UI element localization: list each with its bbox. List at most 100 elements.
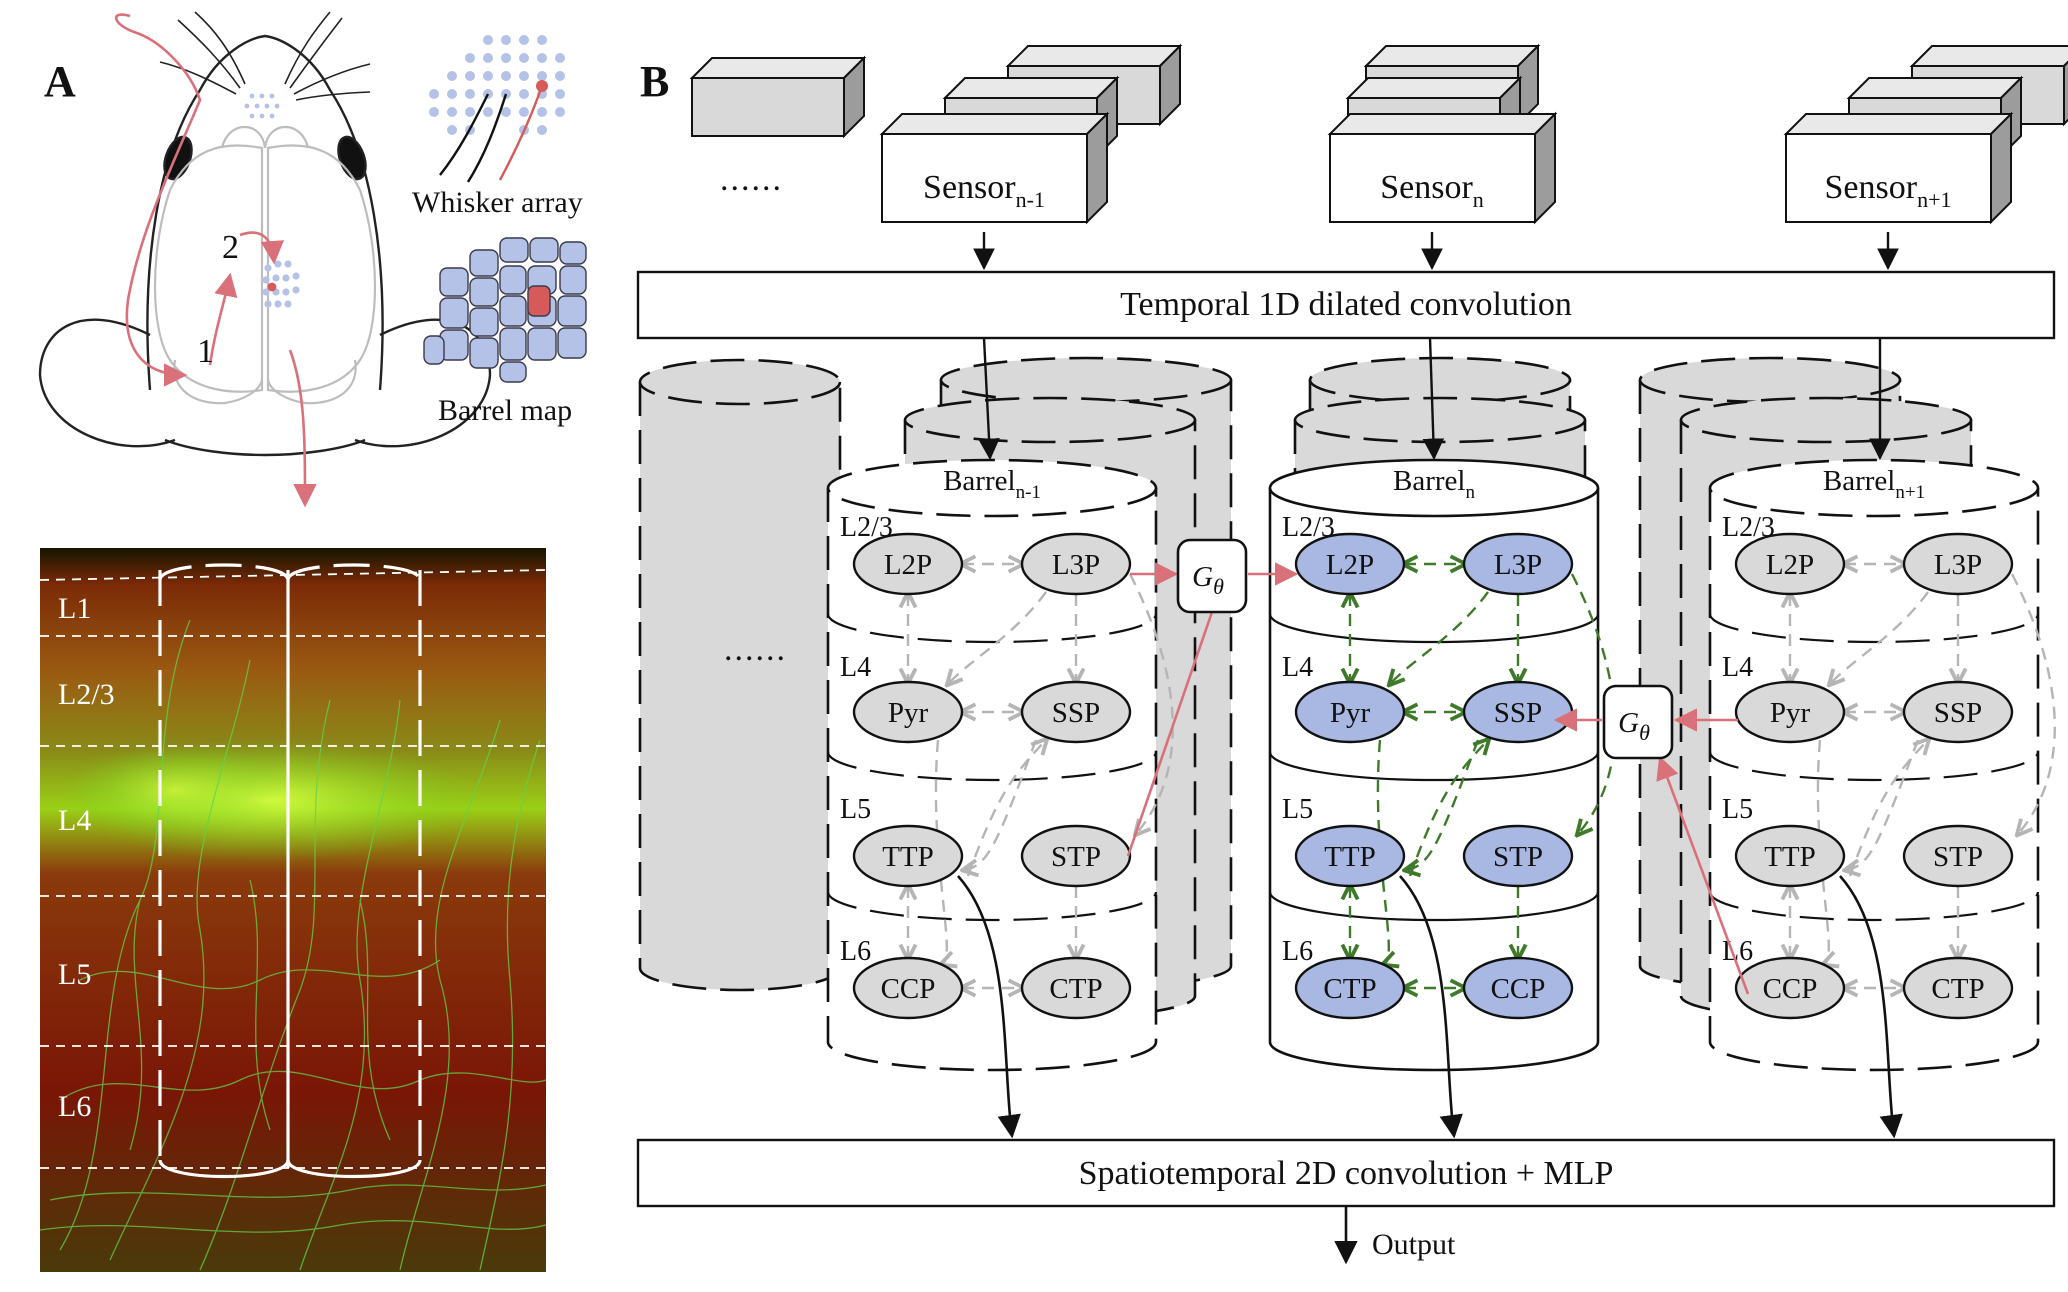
micrograph-layer-l6: L6 — [58, 1090, 91, 1123]
sensor-stack-2-mid-top — [1846, 77, 2024, 99]
output-label: Output — [1372, 1228, 1456, 1261]
whisker-array-label: Whisker array — [412, 186, 583, 219]
barrel-2-node-label-ssp: SSP — [1934, 697, 1982, 729]
barrel-1-curve-3 — [1408, 740, 1488, 877]
barrel-2-curve-2 — [1816, 739, 1829, 964]
barrel-0-layer-3: L6 — [840, 936, 871, 967]
barrel-0-divider-2 — [826, 891, 1158, 922]
sensor-box-0-top — [879, 113, 1110, 135]
barrel-1-node-stp — [1462, 824, 1574, 888]
barrel-1-node-label-l2p: L2P — [1326, 549, 1374, 581]
route-number-1: 1 — [197, 333, 214, 370]
barrel-2-curve-4 — [1846, 739, 1920, 870]
barrel-2-divider-2 — [1708, 891, 2040, 922]
barrel-label-0: Barreln-1 — [943, 465, 1041, 503]
gate-right: Gθ — [1602, 684, 1674, 760]
barrel-0-divider-0 — [826, 613, 1158, 644]
barrel-1-node-label-ttp: TTP — [1324, 841, 1376, 873]
barrel-0-input-arrow — [978, 337, 1000, 461]
barrel-0-layer-2: L5 — [840, 794, 871, 825]
barrel-2-node-pyr — [1734, 680, 1846, 744]
barrel-2-node-label-ctp: CTP — [1931, 973, 1984, 1005]
barrel-bg-0b-top — [903, 396, 1197, 444]
sensor-box-0-side — [1086, 111, 1108, 225]
barrel-label-2: Barreln+1 — [1823, 465, 1925, 503]
ghost-sensor-box-front — [691, 77, 845, 137]
micrograph-layer-l4: L4 — [58, 804, 91, 837]
barrel-1-node-label-ssp: SSP — [1494, 697, 1542, 729]
barrel-0-node-label-stp: STP — [1051, 841, 1101, 873]
sensor-box-0 — [879, 111, 1110, 225]
barrel-1-curve-4 — [1406, 739, 1480, 870]
barrel-label-main-0: Barrel — [943, 465, 1015, 497]
barrel-2-node-ccp — [1734, 956, 1846, 1020]
barrel-label-sub-1: n — [1465, 482, 1475, 503]
barrel-2-layer-1: L4 — [1722, 652, 1753, 683]
barrel-label-sub-0: n-1 — [1016, 482, 1041, 503]
gate-left-sub: θ — [1213, 574, 1224, 599]
signal-pathway — [114, 13, 317, 508]
barrel-1-layer-3: L6 — [1282, 936, 1313, 967]
snout-dots — [244, 93, 280, 119]
barrel-1-curve-1 — [1570, 573, 1616, 834]
barrel-0-node-label-ssp: SSP — [1052, 697, 1100, 729]
barrel-0-layer-1: L4 — [840, 652, 871, 683]
barrel-0-node-label-pyr: Pyr — [888, 697, 929, 729]
barrel-2-divider-1 — [1708, 751, 2040, 782]
barrel-1-divider-0 — [1268, 613, 1600, 644]
spatiotemporal-label: Spatiotemporal 2D convolution + MLP — [1079, 1155, 1614, 1192]
barrel-0-curve-3 — [966, 740, 1046, 877]
sensor-box-2 — [1783, 111, 2014, 225]
barrel-0-node-l3p — [1020, 532, 1132, 596]
barrel-2-node-l3p — [1902, 532, 2014, 596]
sensor-label-main-2: Sensor — [1825, 169, 1918, 206]
barrel-1-curve-2 — [1376, 739, 1389, 964]
panel-b-label: B — [640, 57, 669, 106]
barrel-bg-1a-top — [1308, 356, 1572, 404]
barrel-0-output-arrow — [957, 875, 1021, 1139]
sensor-stack-0-back-top — [1005, 45, 1183, 67]
barrel-2-curve-1 — [2010, 573, 2056, 834]
whisker-array-icon — [429, 35, 565, 183]
sensor-label-sub-0: n-1 — [1016, 187, 1045, 212]
gate-left-symbol: G — [1192, 561, 1213, 593]
barrel-1-node-l3p — [1462, 532, 1574, 596]
ghost-sensor-box-top — [689, 57, 867, 79]
barrel-0-node-stp — [1020, 824, 1132, 888]
barrel-2-node-label-stp: STP — [1933, 841, 1983, 873]
barrel-0-node-label-ttp: TTP — [882, 841, 934, 873]
route-number-2: 2 — [222, 229, 239, 266]
ghost-barrel — [638, 358, 842, 992]
barrel-0-divider-1 — [826, 751, 1158, 782]
barrel-2-divider-0 — [1708, 613, 2040, 644]
barrel-1-node-label-pyr: Pyr — [1330, 697, 1371, 729]
barrel-2-node-l2p — [1734, 532, 1846, 596]
barrel-2-node-ttp — [1734, 824, 1846, 888]
barrel-1-curve-0 — [1390, 591, 1489, 684]
gate-left-label: Gθ — [1192, 561, 1224, 599]
temporal-conv-box — [636, 270, 2056, 340]
temporal-conv-label: Temporal 1D dilated convolution — [1120, 286, 1572, 323]
barrel-1-node-ctp — [1294, 956, 1406, 1020]
sensor-box-1-front — [1329, 133, 1536, 223]
sensor-box-2-front — [1785, 133, 1992, 223]
barrel-1-node-label-l3p: L3P — [1494, 549, 1542, 581]
barrel-label-main-2: Barrel — [1823, 465, 1895, 497]
barrel-1-output-arrow — [1399, 875, 1463, 1139]
barrel-2-node-ssp — [1902, 680, 2014, 744]
barrel-2-node-label-ccp: CCP — [1763, 973, 1818, 1005]
barrel-1-node-label-ccp: CCP — [1491, 973, 1546, 1005]
barrel-1-node-ttp — [1294, 824, 1406, 888]
barrel-0-curve-1 — [1128, 573, 1174, 834]
barrel-1-node-label-ctp: CTP — [1323, 973, 1376, 1005]
barrel-1-node-pyr — [1294, 680, 1406, 744]
barrel-bg-1b-top — [1293, 396, 1587, 444]
mouse-head-drawing — [38, 11, 492, 457]
barrel-0-node-label-l3p: L3P — [1052, 549, 1100, 581]
barrel-0-node-label-ccp: CCP — [881, 973, 936, 1005]
barrel-1-layer-1: L4 — [1282, 652, 1313, 683]
